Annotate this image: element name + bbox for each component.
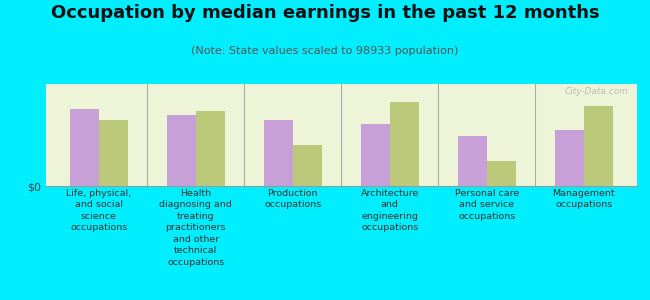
Bar: [584, 106, 613, 186]
Bar: [99, 120, 128, 186]
Bar: [554, 130, 584, 186]
Bar: [264, 120, 292, 186]
Bar: [487, 160, 516, 186]
Text: Personal care
and service
occupations: Personal care and service occupations: [454, 189, 519, 221]
Text: Occupation by median earnings in the past 12 months: Occupation by median earnings in the pas…: [51, 4, 599, 22]
Bar: [390, 102, 419, 186]
Bar: [361, 124, 390, 186]
Text: (Note: State values scaled to 98933 population): (Note: State values scaled to 98933 popu…: [191, 46, 459, 56]
Text: Health
diagnosing and
treating
practitioners
and other
technical
occupations: Health diagnosing and treating practitio…: [159, 189, 232, 267]
Bar: [458, 136, 487, 186]
Bar: [166, 115, 196, 186]
Text: City-Data.com: City-Data.com: [564, 87, 628, 96]
Text: Architecture
and
engineering
occupations: Architecture and engineering occupations: [361, 189, 419, 232]
Text: Production
occupations: Production occupations: [264, 189, 321, 209]
Bar: [196, 111, 225, 186]
Bar: [292, 145, 322, 186]
Text: Life, physical,
and social
science
occupations: Life, physical, and social science occup…: [66, 189, 131, 232]
Bar: [70, 109, 99, 186]
Text: Management
occupations: Management occupations: [552, 189, 615, 209]
